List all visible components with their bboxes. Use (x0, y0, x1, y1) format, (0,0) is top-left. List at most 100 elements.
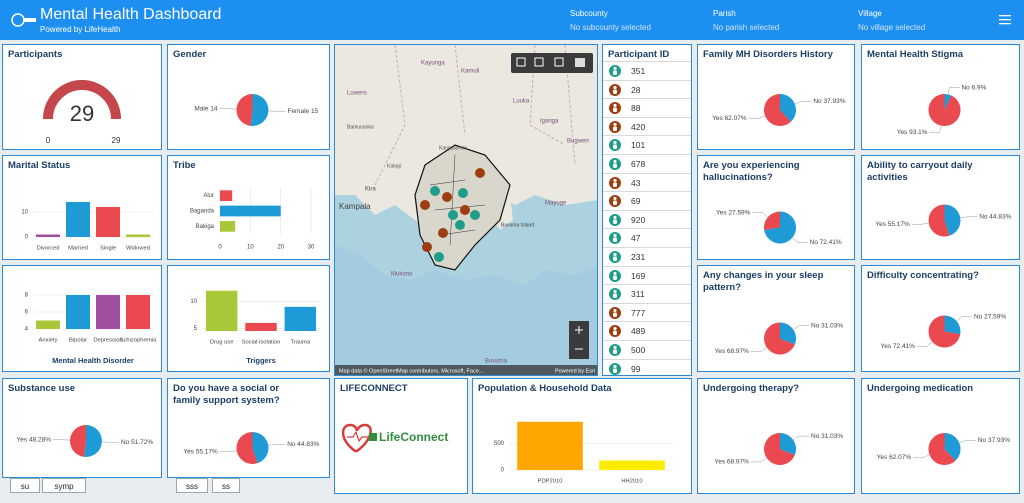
pie-slice (84, 425, 102, 457)
person-icon (609, 120, 621, 133)
participant-id: 101 (631, 140, 646, 151)
panel-title: Marital Status (8, 160, 71, 171)
icon-head (613, 178, 617, 182)
person-icon (609, 83, 621, 96)
x-axis-title: Triggers (246, 356, 276, 365)
pie-label: Male 14 (194, 105, 218, 112)
person-icon (609, 213, 621, 226)
icon-head (613, 308, 617, 312)
icon-body (613, 182, 617, 187)
person-icon (609, 232, 621, 245)
map-markers[interactable] (420, 168, 485, 262)
icon-head (613, 345, 617, 350)
filter-value: No village selected (858, 23, 926, 32)
icon-head (613, 197, 617, 201)
pie-slice (252, 432, 269, 464)
leader-line (959, 440, 976, 444)
participant-id: 69 (631, 196, 641, 207)
place-label: Mayuge (545, 201, 567, 207)
panel-title: Any changes in your sleep pattern? (703, 270, 824, 293)
logo (11, 13, 36, 27)
x-tick-label: Married (68, 246, 88, 252)
pie-label: No 37.93% (813, 98, 845, 105)
attribution: Map data © OpenStreetMap contributors, M… (339, 367, 484, 374)
gauge-value: 29 (70, 101, 94, 126)
place-label: Kira (365, 187, 376, 193)
bar (220, 205, 281, 217)
chart-panel: Yes 62.07% No 37.93% Family MH Disorders H… (697, 44, 855, 150)
pie-label: Yes 68.97% (714, 459, 749, 466)
chart-panel: 0 10 20 30 Alur Baganda Bakiga Tribe (167, 155, 330, 260)
person-icon (609, 102, 621, 115)
participant-id: 500 (631, 345, 646, 355)
panel-title: Substance use (8, 383, 76, 394)
pie-slice (780, 322, 797, 345)
map-panel[interactable]: Kayunga Kamuli Luwero Luuka Bamunanka Ig… (334, 44, 598, 376)
y-tick-label: Bakiga (196, 224, 215, 230)
icon-head (613, 141, 617, 145)
bar (66, 295, 90, 329)
x-tick-label: 0 (218, 245, 222, 251)
person-icon (609, 344, 621, 356)
zoom-control[interactable] (569, 321, 589, 359)
bar (220, 220, 236, 232)
menu-icon[interactable] (999, 14, 1013, 26)
pie-slice (944, 94, 952, 110)
x-tick-label: PDP2010 (538, 479, 563, 485)
map[interactable]: Kayunga Kamuli Luwero Luuka Bamunanka Ig… (335, 45, 598, 376)
icon-body (613, 219, 617, 224)
pie-slice (69, 424, 86, 457)
pie-label: Yes 55.17% (183, 448, 218, 455)
pie-label: Yes 72.41% (881, 343, 916, 350)
icon-body (613, 237, 617, 243)
chart-panel: 29 0 29 Participants (2, 44, 162, 150)
filter[interactable]: Village No village selected (858, 9, 925, 32)
filter[interactable]: Parish No parish selected (713, 9, 779, 32)
participant-list: Participant ID 351 28 88 420 101 678 43 69 920 47… (602, 44, 692, 376)
pie-slice (928, 204, 950, 237)
x-tick-label: Single (100, 246, 116, 252)
id-row: 489 (603, 321, 691, 340)
icon-body (613, 330, 617, 336)
pie-label: No 37.93% (978, 437, 1010, 444)
chart: Yes 55.17% No 44.83% (183, 432, 320, 464)
tab[interactable]: symp (42, 478, 86, 493)
logo: LifeConnect (341, 423, 448, 453)
bar (126, 234, 150, 237)
icon-body (613, 349, 617, 354)
tab[interactable]: sss (176, 478, 208, 493)
participant-id: 47 (631, 233, 641, 244)
leader-line (268, 444, 286, 446)
panel-title: Family MH Disorders History (703, 49, 833, 60)
participant-id: 420 (631, 121, 646, 132)
pie-slice (764, 211, 796, 244)
place-label: Kangulumira (439, 145, 467, 151)
id-row: 28 (603, 79, 691, 99)
bar (220, 190, 233, 202)
participant-id: 43 (631, 177, 641, 188)
person-icon (609, 251, 621, 263)
icon-head (613, 159, 617, 164)
pie-label: No 44.83% (287, 441, 319, 448)
id-row: 101 (603, 135, 691, 154)
map-toolbar[interactable] (511, 53, 593, 73)
place-label: Kampala (339, 202, 371, 211)
pie-slice (780, 433, 797, 455)
bar (96, 207, 120, 237)
place-label: Kamuli (461, 69, 479, 75)
place-label: Iganga (540, 119, 559, 125)
gauge-max: 29 (112, 136, 121, 145)
attribution: Powered by Esri (555, 368, 595, 374)
participant-id: 311 (631, 289, 645, 300)
filter[interactable]: Subcounty No subcounty selected (570, 9, 651, 32)
bar (126, 295, 150, 329)
tab[interactable]: su (10, 478, 40, 493)
participant-id: 489 (631, 326, 646, 337)
place-label: Mukono (391, 272, 413, 278)
bar (517, 421, 583, 470)
icon-body (613, 163, 617, 168)
id-row: 311 (603, 284, 691, 303)
id-row: 500 (603, 340, 691, 359)
tab[interactable]: ss (212, 478, 240, 493)
chart-panel: Yes 72.41% No 27.59% Difficulty concentrat… (861, 265, 1020, 372)
